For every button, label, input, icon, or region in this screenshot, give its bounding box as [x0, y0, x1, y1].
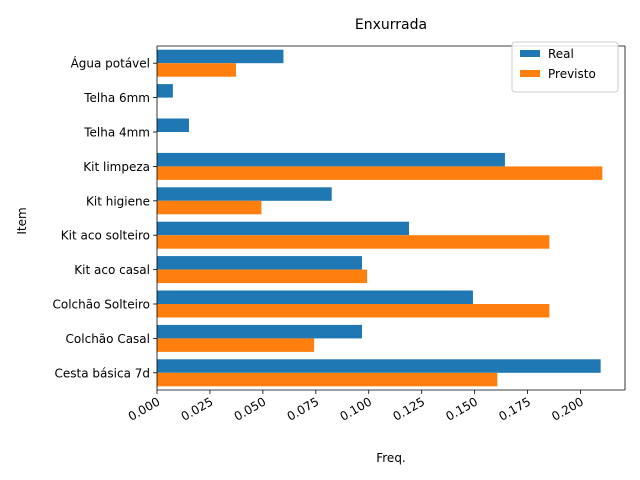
bars-layer: [157, 49, 603, 387]
x-tick-label-8: 0.200: [549, 394, 586, 423]
legend: Real Previsto: [511, 41, 619, 93]
y-tick-label-8: Telha 6mm: [83, 91, 150, 105]
x-axis-label: Freq.: [376, 451, 406, 465]
bar-previsto-1: [157, 338, 315, 352]
bar-real-7: [157, 118, 189, 132]
y-axis-label: Item: [15, 207, 29, 234]
bar-real-8: [157, 84, 173, 98]
y-tick-label-6: Kit limpeza: [83, 160, 150, 174]
x-tick-label-3: 0.075: [285, 394, 322, 423]
x-tick-label-4: 0.100: [338, 394, 375, 423]
y-tick-label-5: Kit higiene: [86, 194, 150, 208]
bar-previsto-2: [157, 304, 550, 318]
legend-swatch-previsto: [520, 70, 540, 77]
bar-previsto-5: [157, 200, 262, 215]
x-tick-label-0: 0.000: [126, 394, 163, 423]
legend-swatch-real: [520, 50, 540, 57]
bar-real-2: [157, 290, 473, 304]
y-tick-label-7: Telha 4mm: [83, 126, 150, 140]
bar-previsto-3: [157, 269, 368, 284]
y-tick-label-2: Colchão Solteiro: [53, 298, 151, 312]
y-tick-label-4: Kit aco solteiro: [61, 229, 150, 243]
x-tick-label-5: 0.125: [390, 394, 427, 423]
y-tick-label-1: Colchão Casal: [66, 332, 150, 346]
bar-real-5: [157, 187, 332, 201]
bar-real-3: [157, 256, 362, 270]
bar-previsto-9: [157, 63, 236, 77]
bar-previsto-4: [157, 235, 550, 249]
bar-real-9: [157, 49, 284, 64]
x-tick-label-7: 0.175: [496, 394, 533, 423]
bar-previsto-0: [157, 372, 498, 387]
y-tick-label-9: Água potável: [71, 56, 150, 71]
legend-label-real: Real: [548, 47, 574, 61]
legend-label-previsto: Previsto: [548, 67, 596, 81]
bar-real-4: [157, 221, 409, 236]
x-tick-label-1: 0.025: [179, 394, 216, 423]
x-tick-label-6: 0.150: [443, 394, 480, 423]
bar-previsto-6: [157, 166, 603, 180]
bar-real-1: [157, 324, 362, 339]
bar-real-6: [157, 152, 505, 167]
chart-title: Enxurrada: [355, 17, 427, 33]
bar-real-0: [157, 359, 601, 373]
y-tick-label-0: Cesta básica 7d: [55, 366, 150, 380]
x-tick-label-2: 0.050: [232, 394, 269, 423]
y-tick-label-3: Kit aco casal: [74, 263, 150, 277]
